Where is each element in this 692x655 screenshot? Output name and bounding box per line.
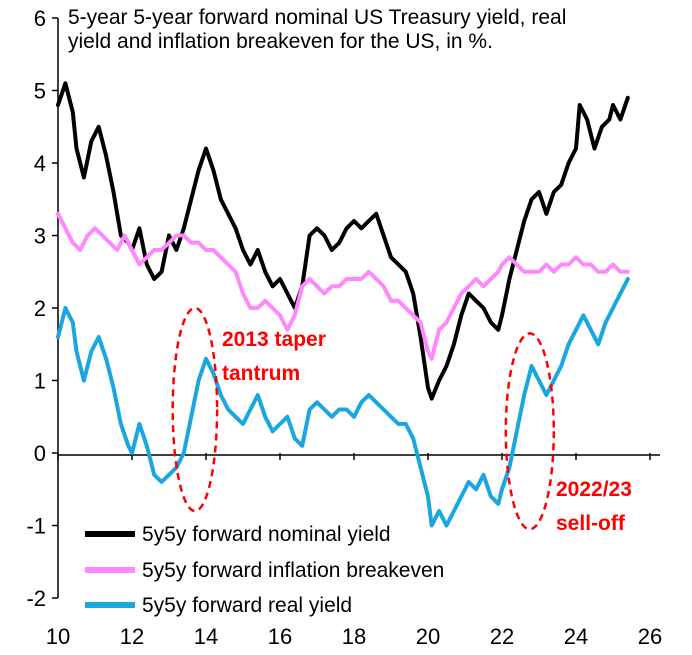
ellipse-selloff	[504, 332, 556, 531]
y-tick-label: 4	[34, 151, 46, 176]
x-tick-label: 10	[46, 624, 70, 649]
y-tick-label: 2	[34, 296, 46, 321]
series-line-nominal-yield	[56, 81, 630, 401]
series-layer	[56, 81, 630, 528]
annotation-taper-line-1: 2013 taper	[222, 328, 326, 351]
series-line-real-yield	[56, 277, 630, 528]
y-tick-label: -1	[26, 514, 46, 539]
y-tick-label: 5	[34, 79, 46, 104]
x-ticks: 10 12 14 16 18 20 22 24 26	[46, 453, 662, 649]
legend-label-nominal: 5y5y forward nominal yield	[142, 523, 391, 546]
x-tick-label: 18	[342, 624, 366, 649]
y-ticks: -2 -1 0 1 2 3 4 5 6	[26, 6, 58, 611]
x-tick-label: 24	[564, 624, 588, 649]
y-tick-label: 0	[34, 441, 46, 466]
y-tick-label: -2	[26, 586, 46, 611]
y-tick-label: 3	[34, 224, 46, 249]
annotation-taper-line-2: tantrum	[222, 362, 300, 385]
highlight-ellipses	[171, 306, 556, 531]
legend: 5y5y forward nominal yield 5y5y forward …	[85, 523, 444, 617]
annotation-selloff-line-1: 2022/23	[556, 478, 632, 501]
series-line-inflation-breakeven	[56, 211, 630, 361]
x-tick-label: 26	[638, 624, 662, 649]
y-tick-label: 1	[34, 369, 46, 394]
chart-title-line-1: 5-year 5-year forward nominal US Treasur…	[68, 6, 566, 29]
ellipse-taper-tantrum	[171, 306, 219, 513]
y-tick-label: 6	[34, 6, 46, 31]
x-tick-label: 14	[194, 624, 218, 649]
x-tick-label: 16	[268, 624, 292, 649]
x-tick-label: 22	[490, 624, 514, 649]
x-tick-label: 12	[120, 624, 144, 649]
chart-title-line-2: yield and inflation breakeven for the US…	[68, 30, 493, 53]
legend-label-real: 5y5y forward real yield	[142, 594, 352, 617]
annotation-selloff-line-2: sell-off	[556, 512, 626, 535]
legend-label-breakeven: 5y5y forward inflation breakeven	[142, 559, 444, 582]
x-tick-label: 20	[416, 624, 440, 649]
